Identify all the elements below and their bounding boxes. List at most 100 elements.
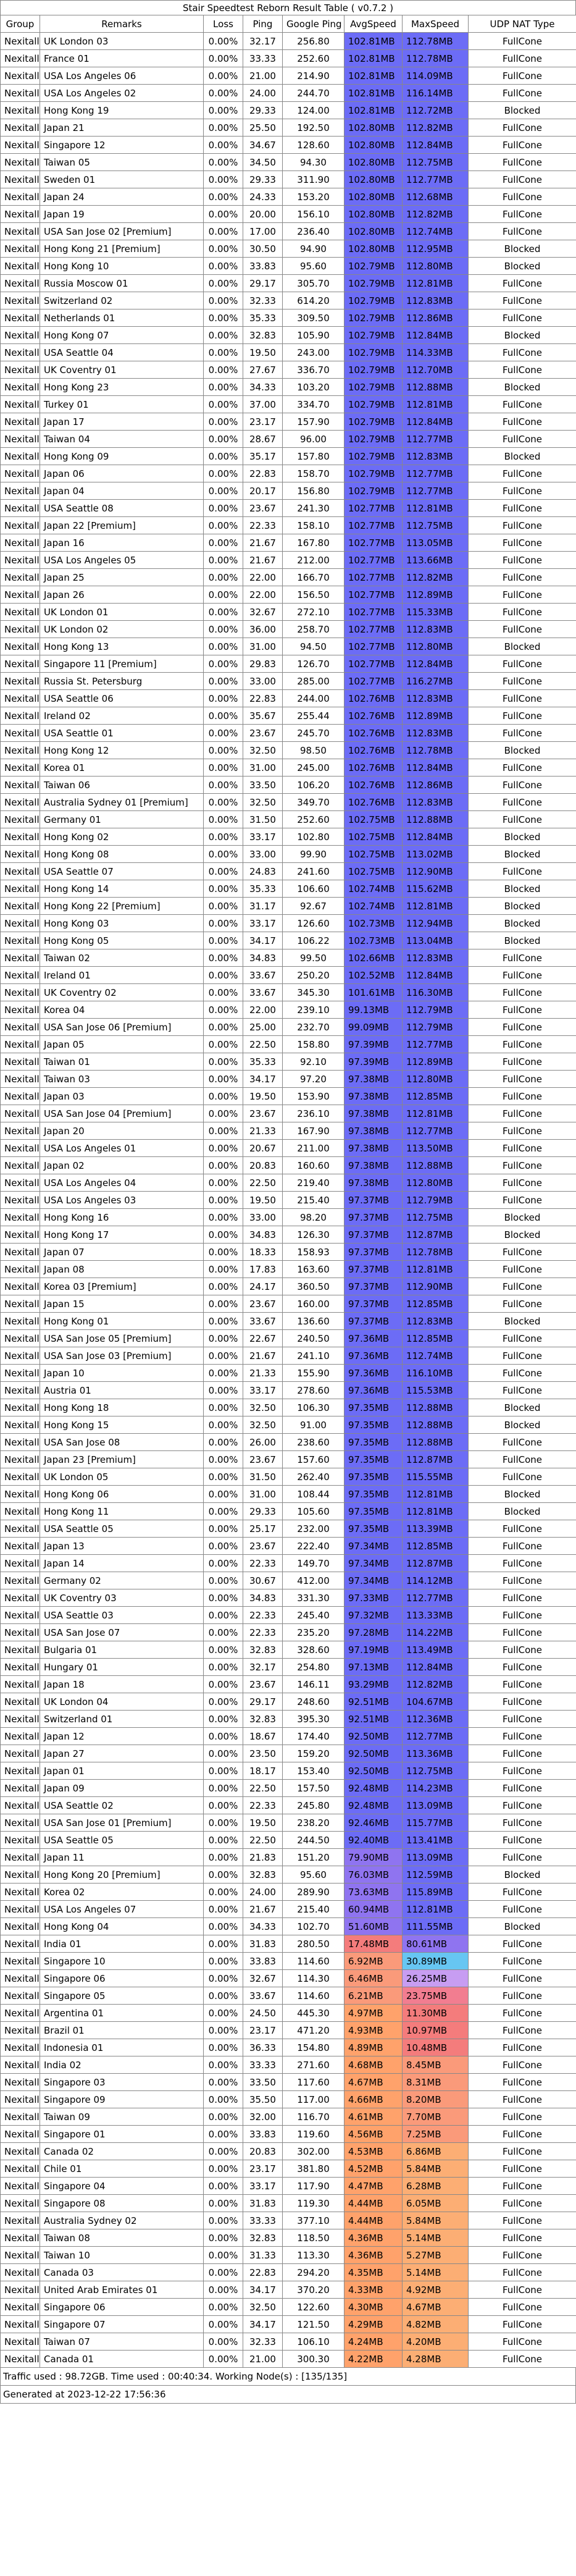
table-row: NexitallyArgentina 010.00%24.50445.304.9… — [0, 2004, 576, 2022]
cell-max-speed: 112.81MB — [402, 1900, 469, 1918]
cell-remarks: Hong Kong 10 — [40, 257, 204, 275]
cell-max-speed: 4.28MB — [402, 2350, 469, 2368]
cell-avg-speed: 102.77MB — [344, 499, 403, 517]
cell-group: Nexitally — [0, 1156, 40, 1174]
cell-loss: 0.00% — [203, 136, 243, 154]
cell-ping: 22.50 — [243, 1779, 283, 1797]
cell-group: Nexitally — [0, 1675, 40, 1693]
cell-loss: 0.00% — [203, 49, 243, 67]
cell-remarks: Japan 16 — [40, 534, 204, 552]
cell-max-speed: 112.82MB — [402, 205, 469, 223]
cell-max-speed: 112.88MB — [402, 1416, 469, 1434]
cell-max-speed: 112.72MB — [402, 101, 469, 119]
cell-loss: 0.00% — [203, 2004, 243, 2022]
cell-ping: 32.50 — [243, 2298, 283, 2316]
cell-group: Nexitally — [0, 1243, 40, 1261]
cell-loss: 0.00% — [203, 2039, 243, 2056]
cell-avg-speed: 97.38MB — [344, 1156, 403, 1174]
cell-avg-speed: 102.73MB — [344, 914, 403, 932]
cell-loss: 0.00% — [203, 1762, 243, 1780]
cell-udp-nat-type: Blocked — [468, 932, 576, 949]
cell-udp-nat-type: FullCone — [468, 2263, 576, 2281]
header-group: Group — [0, 15, 40, 33]
cell-google-ping: 236.40 — [282, 222, 344, 240]
cell-max-speed: 23.75MB — [402, 1987, 469, 2005]
cell-remarks: Japan 15 — [40, 1295, 204, 1313]
cell-group: Nexitally — [0, 1969, 40, 1987]
cell-loss: 0.00% — [203, 1485, 243, 1503]
cell-group: Nexitally — [0, 2021, 40, 2039]
cell-group: Nexitally — [0, 257, 40, 275]
table-row: NexitallyAustria 010.00%33.17278.6097.36… — [0, 1381, 576, 1399]
cell-google-ping: 118.50 — [282, 2229, 344, 2247]
cell-remarks: Taiwan 10 — [40, 2246, 204, 2264]
cell-avg-speed: 97.37MB — [344, 1312, 403, 1330]
cell-udp-nat-type: FullCone — [468, 1260, 576, 1278]
cell-ping: 32.50 — [243, 793, 283, 811]
table-row: NexitallyUK Coventry 030.00%34.83331.309… — [0, 1589, 576, 1607]
cell-udp-nat-type: FullCone — [468, 343, 576, 361]
cell-max-speed: 112.83MB — [402, 1312, 469, 1330]
cell-max-speed: 112.75MB — [402, 516, 469, 534]
cell-google-ping: 349.70 — [282, 793, 344, 811]
cell-loss: 0.00% — [203, 1243, 243, 1261]
cell-max-speed: 112.82MB — [402, 1675, 469, 1693]
cell-udp-nat-type: Blocked — [468, 1917, 576, 1935]
table-row: NexitallyUSA Los Angeles 040.00%22.50219… — [0, 1174, 576, 1192]
table-row: NexitallyUSA San Jose 06 [Premium]0.00%2… — [0, 1018, 576, 1036]
cell-ping: 31.83 — [243, 2194, 283, 2212]
cell-group: Nexitally — [0, 153, 40, 171]
cell-group: Nexitally — [0, 1087, 40, 1105]
cell-udp-nat-type: FullCone — [468, 1122, 576, 1140]
cell-google-ping: 119.30 — [282, 2194, 344, 2212]
cell-group: Nexitally — [0, 2194, 40, 2212]
cell-max-speed: 112.87MB — [402, 1450, 469, 1468]
cell-udp-nat-type: FullCone — [468, 499, 576, 517]
cell-udp-nat-type: FullCone — [468, 465, 576, 482]
cell-google-ping: 94.50 — [282, 638, 344, 655]
cell-group: Nexitally — [0, 2073, 40, 2091]
cell-ping: 33.00 — [243, 845, 283, 863]
table-row: NexitallyRussia Moscow 010.00%29.17305.7… — [0, 274, 576, 292]
cell-group: Nexitally — [0, 2177, 40, 2195]
cell-remarks: USA San Jose 05 [Premium] — [40, 1329, 204, 1347]
cell-ping: 22.83 — [243, 465, 283, 482]
cell-avg-speed: 4.47MB — [344, 2177, 403, 2195]
cell-max-speed: 112.88MB — [402, 810, 469, 828]
cell-google-ping: 114.30 — [282, 1969, 344, 1987]
cell-remarks: Ireland 01 — [40, 966, 204, 984]
cell-avg-speed: 97.19MB — [344, 1641, 403, 1659]
cell-remarks: Japan 14 — [40, 1554, 204, 1572]
header-row: Group Remarks Loss Ping Google Ping AvgS… — [0, 15, 576, 33]
cell-remarks: Hong Kong 03 — [40, 914, 204, 932]
cell-loss: 0.00% — [203, 2073, 243, 2091]
cell-loss: 0.00% — [203, 2125, 243, 2143]
cell-group: Nexitally — [0, 1900, 40, 1918]
table-row: NexitallyJapan 080.00%17.83163.6097.37MB… — [0, 1260, 576, 1278]
cell-udp-nat-type: FullCone — [468, 205, 576, 223]
cell-group: Nexitally — [0, 586, 40, 604]
cell-ping: 34.83 — [243, 1226, 283, 1244]
table-row: NexitallyUSA Seattle 050.00%25.17232.009… — [0, 1520, 576, 1538]
cell-avg-speed: 97.32MB — [344, 1606, 403, 1624]
cell-google-ping: 158.80 — [282, 1035, 344, 1053]
table-row: NexitallyHong Kong 130.00%31.0094.50102.… — [0, 638, 576, 655]
cell-group: Nexitally — [0, 603, 40, 621]
table-row: NexitallyRussia St. Petersburg0.00%33.00… — [0, 672, 576, 690]
cell-group: Nexitally — [0, 32, 40, 50]
table-row: NexitallyJapan 130.00%23.67222.4097.34MB… — [0, 1537, 576, 1555]
cell-remarks: Switzerland 02 — [40, 292, 204, 309]
cell-max-speed: 112.95MB — [402, 240, 469, 258]
cell-loss: 0.00% — [203, 880, 243, 898]
table-row: NexitallyHong Kong 100.00%33.8395.60102.… — [0, 257, 576, 275]
cell-group: Nexitally — [0, 2142, 40, 2160]
cell-ping: 22.67 — [243, 1329, 283, 1347]
cell-remarks: Australia Sydney 02 — [40, 2212, 204, 2229]
cell-google-ping: 445.30 — [282, 2004, 344, 2022]
cell-loss: 0.00% — [203, 568, 243, 586]
table-row: NexitallyUSA San Jose 01 [Premium]0.00%1… — [0, 1814, 576, 1832]
cell-max-speed: 113.41MB — [402, 1831, 469, 1849]
cell-group: Nexitally — [0, 188, 40, 206]
cell-group: Nexitally — [0, 1623, 40, 1641]
cell-loss: 0.00% — [203, 2160, 243, 2178]
